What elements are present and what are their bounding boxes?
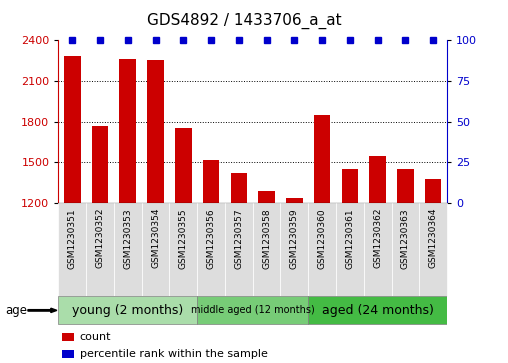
Text: GSM1230364: GSM1230364 — [429, 208, 438, 268]
Text: GSM1230352: GSM1230352 — [96, 208, 105, 268]
Bar — [308, 297, 447, 324]
Text: middle aged (12 months): middle aged (12 months) — [191, 305, 314, 315]
Text: GSM1230357: GSM1230357 — [234, 208, 243, 269]
Bar — [64, 56, 81, 203]
Bar — [58, 297, 197, 324]
Bar — [114, 203, 142, 296]
Bar — [203, 160, 219, 203]
Bar — [280, 203, 308, 296]
Text: GDS4892 / 1433706_a_at: GDS4892 / 1433706_a_at — [146, 13, 341, 29]
Bar — [86, 203, 114, 296]
Bar — [425, 179, 441, 203]
Text: GSM1230363: GSM1230363 — [401, 208, 410, 269]
Bar — [308, 203, 336, 296]
Text: aged (24 months): aged (24 months) — [322, 304, 434, 317]
Text: GSM1230360: GSM1230360 — [318, 208, 327, 269]
Bar — [258, 191, 275, 203]
Text: GSM1230353: GSM1230353 — [123, 208, 132, 269]
Bar — [419, 203, 447, 296]
Text: GSM1230354: GSM1230354 — [151, 208, 160, 268]
Bar — [392, 203, 419, 296]
Bar — [341, 169, 358, 203]
Bar — [147, 60, 164, 203]
Bar — [225, 203, 253, 296]
Bar — [142, 203, 170, 296]
Bar — [92, 126, 108, 203]
Bar — [197, 203, 225, 296]
Bar — [170, 203, 197, 296]
Bar — [119, 59, 136, 203]
Bar — [336, 203, 364, 296]
Bar — [58, 203, 86, 296]
Text: age: age — [5, 304, 27, 317]
Bar — [62, 333, 74, 341]
Bar — [197, 297, 308, 324]
Text: GSM1230351: GSM1230351 — [68, 208, 77, 269]
Text: percentile rank within the sample: percentile rank within the sample — [80, 349, 268, 359]
Bar — [253, 203, 280, 296]
Text: GSM1230356: GSM1230356 — [207, 208, 215, 269]
Bar — [364, 203, 392, 296]
Text: count: count — [80, 333, 111, 342]
Text: young (2 months): young (2 months) — [72, 304, 183, 317]
Bar — [286, 198, 303, 203]
Bar — [397, 169, 414, 203]
Text: GSM1230355: GSM1230355 — [179, 208, 188, 269]
Text: GSM1230362: GSM1230362 — [373, 208, 382, 268]
Text: GSM1230359: GSM1230359 — [290, 208, 299, 269]
Text: GSM1230361: GSM1230361 — [345, 208, 355, 269]
Bar — [369, 156, 386, 203]
Bar — [175, 129, 192, 203]
Text: GSM1230358: GSM1230358 — [262, 208, 271, 269]
Bar — [314, 115, 330, 203]
Bar — [231, 174, 247, 203]
Bar — [62, 350, 74, 358]
